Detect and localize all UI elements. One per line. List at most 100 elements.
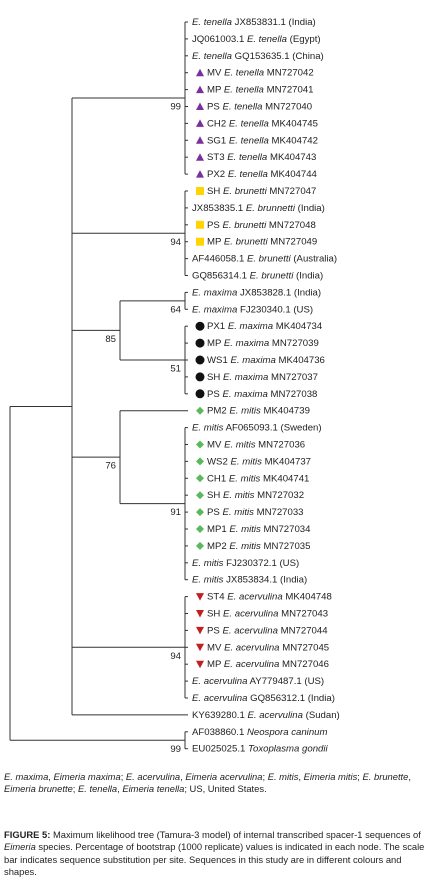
caption-part: Eimeria [4, 841, 36, 853]
label-part: ST4 [207, 591, 227, 602]
leaf-label: CH1 E. mitis MK404741 [207, 473, 309, 484]
footnote-part: , [48, 771, 54, 782]
label-part: GQ153635.1 (China) [232, 50, 324, 61]
leaf-label: E. tenella GQ153635.1 (China) [192, 50, 324, 61]
label-part: E. mitis [224, 439, 256, 450]
footnote-part: ; [120, 771, 126, 782]
label-part: PS [207, 101, 222, 112]
marker [196, 525, 204, 533]
label-part: JX853831.1 (India) [232, 17, 316, 28]
label-part: E. tenella [227, 152, 267, 163]
leaf-label: GQ856314.1 E. brunetti (India) [192, 270, 323, 281]
leaf-label: MP1 E. mitis MN727034 [207, 524, 311, 535]
leaf-label: SH E. maxima MN727037 [207, 371, 318, 382]
label-part: E. acervulina [223, 608, 278, 619]
footnote-part: , [408, 771, 414, 782]
label-part: AF065093.1 (Sweden) [223, 422, 321, 433]
leaf-label: MV E. mitis MN727036 [207, 439, 305, 450]
label-part: E. tenella [222, 101, 262, 112]
label-part: E. brunetti [224, 236, 269, 247]
label-part: E. maxima [192, 287, 237, 298]
label-part: MN727043 [278, 608, 328, 619]
bootstrap-value: 91 [170, 507, 181, 518]
label-part: E. acervulina [227, 591, 282, 602]
label-part: JQ061003.1 [192, 33, 247, 44]
leaf-label: PX1 E. maxima MK404734 [207, 321, 323, 332]
label-part: PM2 [207, 405, 229, 416]
label-part: E. brunetti [223, 186, 268, 197]
label-part: E. brunnetti [246, 202, 296, 213]
marker [196, 660, 204, 669]
marker [196, 491, 204, 500]
label-part: MP2 [207, 540, 229, 551]
label-part: (Australia) [291, 253, 337, 264]
label-part: JX853835.1 [192, 202, 246, 213]
marker [196, 626, 204, 635]
marker [196, 237, 204, 246]
label-part: EU025025.1 [192, 743, 248, 754]
label-part: E. maxima [224, 338, 269, 349]
label-part: SH [207, 186, 223, 197]
label-part: MN727039 [269, 338, 319, 349]
bootstrap-value: 51 [170, 364, 181, 375]
label-part: E. maxima [192, 304, 237, 315]
marker [196, 610, 204, 618]
label-part: FJ230372.1 (US) [223, 557, 299, 568]
label-part: MN727034 [261, 524, 311, 535]
leaf-label: WS1 E. maxima MK404736 [207, 355, 325, 366]
bootstrap-value: 94 [170, 651, 181, 662]
label-part: MN727044 [278, 625, 328, 636]
footnote-part: ; [72, 783, 79, 795]
bootstrap-value: 94 [170, 237, 181, 248]
leaf-label: E. mitis FJ230372.1 (US) [192, 557, 299, 568]
marker [196, 457, 204, 466]
marker [196, 170, 204, 178]
marker [195, 321, 205, 331]
bootstrap-value: 64 [170, 304, 181, 315]
footnote-part: Eimeria acervulina [185, 771, 263, 782]
label-part: MK404736 [276, 355, 325, 366]
label-part: E. brunetti [222, 219, 267, 230]
label-part: MK404739 [261, 405, 310, 416]
label-part: AY779487.1 (US) [247, 676, 324, 687]
label-part: PS [207, 388, 222, 399]
marker [196, 85, 204, 94]
label-part: E. tenella [224, 67, 264, 78]
label-part: E. maxima [230, 355, 275, 366]
footnote-part: ; [357, 771, 363, 782]
label-part: MN727047 [267, 186, 317, 197]
label-part: E. maxima [223, 371, 268, 382]
marker [196, 474, 204, 483]
label-part: (Sudan) [303, 709, 340, 720]
label-part: MP [207, 84, 224, 95]
label-part: (India) [295, 202, 325, 213]
bootstrap-value: 99 [170, 102, 181, 113]
bootstrap-value: 99 [170, 744, 181, 755]
label-part: E. tenella [229, 135, 269, 146]
leaf-label: SG1 E. tenella MK404742 [207, 135, 318, 146]
leaf-label: MP E. acervulina MN727046 [207, 659, 329, 670]
label-part: MV [207, 642, 224, 653]
leaf-label: E. maxima JX853828.1 (India) [192, 287, 321, 298]
footnote-part: ; US, United States. [184, 783, 267, 795]
label-part: AF038860.1 [192, 726, 247, 737]
leaf-label: E. maxima FJ230340.1 (US) [192, 304, 313, 315]
label-part: FJ230340.1 (US) [237, 304, 313, 315]
label-part: WS2 [207, 456, 230, 467]
label-part: MV [207, 67, 224, 78]
leaf-label: PM2 E. mitis MK404739 [207, 405, 310, 416]
label-part: E. mitis [229, 540, 261, 551]
label-part: SH [207, 608, 223, 619]
label-part: GQ856312.1 (India) [247, 693, 334, 704]
leaf-label: E. tenella JX853831.1 (India) [192, 17, 316, 28]
label-part: E. acervulina [222, 625, 277, 636]
label-part: E. mitis [229, 473, 261, 484]
label-part: MP [207, 338, 224, 349]
marker [195, 355, 205, 365]
leaf-label: MP E. brunetti MN727049 [207, 236, 317, 247]
label-part: MK404741 [260, 473, 309, 484]
label-part: E. tenella [229, 118, 269, 129]
label-part: JX853828.1 (India) [237, 287, 321, 298]
label-part: PX2 [207, 169, 228, 180]
